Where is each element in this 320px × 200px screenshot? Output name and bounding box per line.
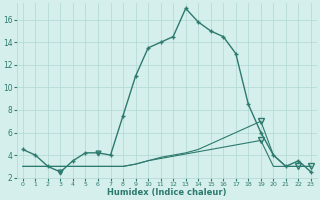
X-axis label: Humidex (Indice chaleur): Humidex (Indice chaleur) <box>107 188 227 197</box>
